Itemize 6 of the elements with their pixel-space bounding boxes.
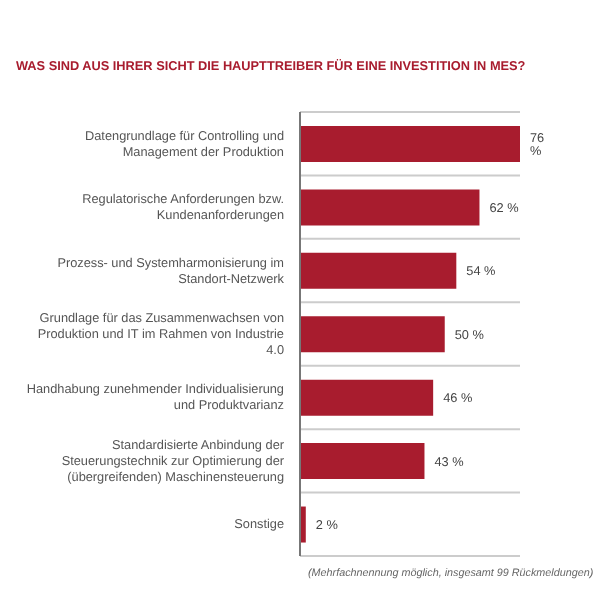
bar (300, 125, 520, 162)
bar (300, 443, 425, 480)
bar (300, 189, 480, 226)
bar (300, 252, 457, 289)
bar (300, 316, 445, 353)
bar (300, 379, 434, 416)
